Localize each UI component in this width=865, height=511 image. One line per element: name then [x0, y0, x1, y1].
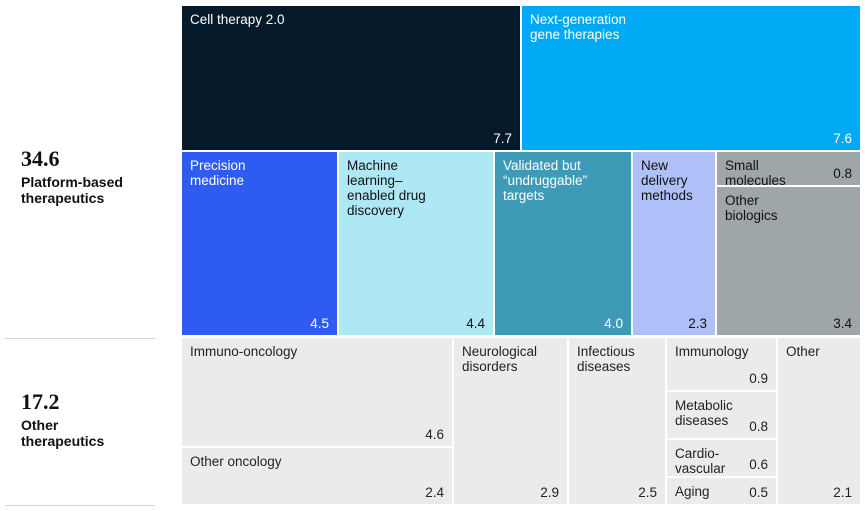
- tile-value: 2.5: [638, 485, 657, 500]
- treemap-tile-other-biologics: Other biologics 3.4: [717, 187, 862, 337]
- tile-label: Cell therapy 2.0: [190, 12, 285, 27]
- tile-label: Validated but “undruggable” targets: [503, 158, 588, 203]
- treemap-tile-cardio-vascular: Cardio- vascular 0.6: [667, 440, 778, 478]
- group-label-platform: 34.6 Platform-based therapeutics: [5, 6, 155, 337]
- tile-value: 7.7: [493, 131, 512, 146]
- tile-label: Other oncology: [190, 454, 282, 469]
- tile-label: Aging: [675, 484, 710, 499]
- treemap-tile-new-delivery-methods: New delivery methods 2.3: [633, 152, 717, 337]
- treemap-tile-neurological-disorders: Neurological disorders 2.9: [454, 338, 569, 506]
- tile-value: 7.6: [833, 131, 852, 146]
- treemap-tile-small-molecules: Small molecules 0.8: [717, 152, 862, 187]
- tile-label: Precision medicine: [190, 158, 246, 188]
- tile-value: 0.8: [749, 419, 768, 434]
- tile-value: 2.9: [540, 485, 559, 500]
- group-total-platform: 34.6: [21, 146, 60, 171]
- tile-label: Neurological disorders: [462, 344, 538, 374]
- tile-label: New delivery methods: [641, 158, 693, 203]
- tile-value: 4.0: [604, 316, 623, 331]
- tile-value: 4.6: [425, 427, 444, 442]
- treemap-tile-machine-learning-enabled-drug-discovery: Machine learning– enabled drug discovery…: [339, 152, 495, 337]
- tile-value: 2.4: [425, 485, 444, 500]
- tile-label: Other biologics: [725, 193, 778, 223]
- treemap-tile-immuno-oncology: Immuno-oncology 4.6: [182, 338, 454, 448]
- tile-value: 0.8: [833, 166, 852, 181]
- tile-label: Cardio- vascular: [675, 446, 726, 476]
- treemap-tile-immunology: Immunology 0.9: [667, 338, 778, 392]
- tile-value: 0.5: [749, 485, 768, 500]
- treemap-tile-aging: Aging 0.5: [667, 478, 778, 506]
- treemap-tile-validated-but-undruggable-targets: Validated but “undruggable” targets 4.0: [495, 152, 633, 337]
- tile-label: Other: [786, 344, 820, 359]
- tile-label: Machine learning– enabled drug discovery: [347, 158, 426, 218]
- tile-label: Infectious diseases: [577, 344, 635, 374]
- tile-label: Small molecules: [725, 158, 786, 187]
- tile-value: 0.9: [749, 371, 768, 386]
- tile-value: 2.1: [833, 485, 852, 500]
- tile-label: Immunology: [675, 344, 749, 359]
- treemap-tile-precision-medicine: Precision medicine 4.5: [182, 152, 339, 337]
- treemap-tile-next-generation-gene-therapies: Next-generation gene therapies 7.6: [522, 6, 862, 152]
- group-name-other: Other therapeutics: [21, 417, 105, 449]
- group-label-other: 17.2 Other therapeutics: [5, 338, 155, 506]
- tile-value: 2.3: [688, 316, 707, 331]
- treemap-tile-metabolic-diseases: Metabolic diseases 0.8: [667, 392, 778, 440]
- treemap-tile-cell-therapy-2-0: Cell therapy 2.0 7.7: [182, 6, 522, 152]
- tile-label: Next-generation gene therapies: [530, 12, 627, 42]
- tile-label: Immuno-oncology: [190, 344, 298, 359]
- treemap-tile-other: Other 2.1: [778, 338, 862, 506]
- treemap-tile-infectious-diseases: Infectious diseases 2.5: [569, 338, 667, 506]
- group-total-other: 17.2: [21, 389, 60, 414]
- tile-value: 0.6: [749, 457, 768, 472]
- treemap-tile-other-oncology: Other oncology 2.4: [182, 448, 454, 506]
- group-name-platform: Platform-based therapeutics: [21, 174, 123, 206]
- tile-value: 4.4: [466, 316, 485, 331]
- tile-value: 4.5: [310, 316, 329, 331]
- tile-label: Metabolic diseases: [675, 398, 733, 428]
- tile-value: 3.4: [833, 316, 852, 331]
